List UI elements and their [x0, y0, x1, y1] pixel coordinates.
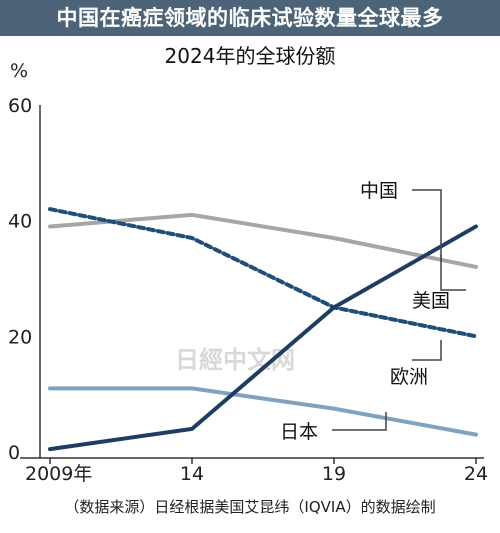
series-label: 日本	[280, 421, 318, 443]
source-note: （数据来源）日经根据美国艾昆纬（IQVIA）的数据绘制	[64, 498, 436, 516]
x-ticks: 2009年 14 19 24	[25, 458, 488, 485]
series-line	[48, 224, 478, 452]
axes	[20, 105, 484, 459]
watermark: 日經中文网	[175, 345, 295, 374]
series-label: 欧洲	[390, 366, 428, 388]
x-tick-label: 19	[322, 463, 346, 485]
leader-line	[412, 189, 442, 262]
leader-line	[440, 255, 466, 291]
x-tick-label: 2009年	[25, 463, 92, 485]
y-tick-label: 60	[8, 95, 32, 117]
y-axis-unit: %	[10, 60, 28, 82]
leader-line	[332, 412, 387, 431]
series-label: 美国	[412, 290, 450, 312]
y-ticks: 0 20 40 60	[8, 95, 32, 464]
y-tick-label: 40	[8, 211, 32, 233]
x-tick-label: 24	[464, 463, 488, 485]
series-line	[48, 212, 478, 269]
chart-title: 中国在癌症领域的临床试验数量全球最多	[0, 0, 500, 36]
series-line	[48, 207, 478, 339]
y-tick-label: 20	[8, 326, 32, 348]
series-lines	[48, 207, 478, 452]
leader-line	[412, 340, 442, 361]
series-label: 中国	[360, 180, 398, 202]
chart-subtitle: 2024年的全球份额	[164, 44, 336, 68]
y-tick-label: 0	[8, 442, 20, 464]
x-tick-label: 14	[180, 463, 204, 485]
series-line	[48, 386, 478, 437]
